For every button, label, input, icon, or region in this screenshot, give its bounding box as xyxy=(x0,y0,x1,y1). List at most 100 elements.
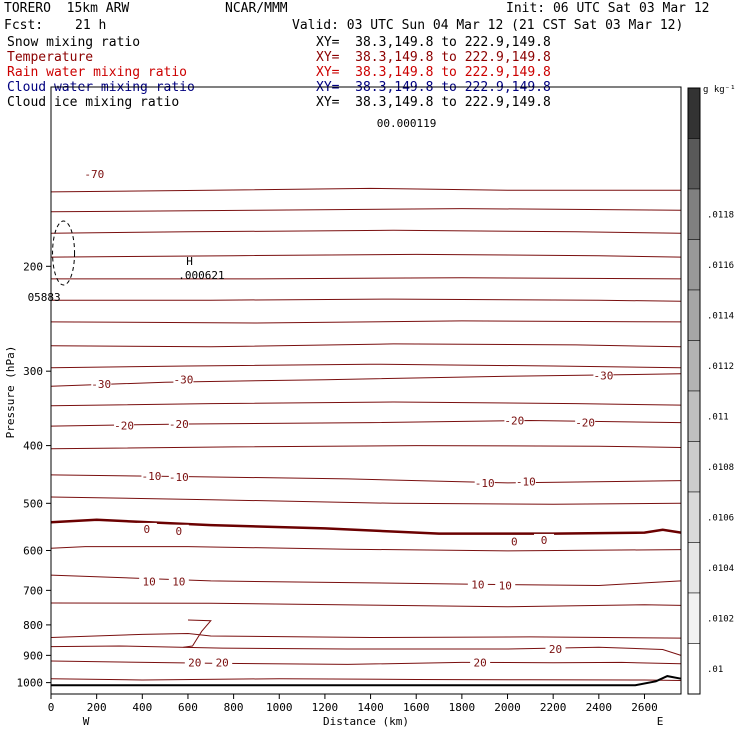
contour-label: -10 xyxy=(141,470,161,483)
y-tick-label: 600 xyxy=(23,544,43,557)
isotherm-line xyxy=(50,253,682,258)
temperature-contours xyxy=(50,187,682,681)
contour-labels: -70-30 -30 -30-20 -20 -20 -20-10 -10 -10 -100 00 0… xyxy=(28,117,614,670)
colorbar-tick-label: .0102 xyxy=(707,614,734,624)
extremum-mark: H xyxy=(186,255,193,268)
colorbar-swatch xyxy=(687,138,701,190)
colorbar-swatch xyxy=(687,87,701,139)
x-tick-label: 1200 xyxy=(312,701,339,714)
contour-label: -30 xyxy=(593,369,613,382)
colorbar-tick-label: .0118 xyxy=(707,210,734,220)
isotherm-line xyxy=(50,660,682,665)
colorbar-tick-label: .0112 xyxy=(707,362,734,372)
model-title: TORERO 15km ARW xyxy=(4,1,130,16)
forecast-hour: 21 h xyxy=(75,18,107,33)
isotherm-line xyxy=(50,320,682,324)
valid-time: Valid: 03 UTC Sun 04 Mar 12 (21 CST Sat … xyxy=(292,18,684,33)
contour-label: -20 xyxy=(575,417,595,430)
contour-label: 20 xyxy=(474,656,487,669)
x-tick-label: 2000 xyxy=(494,701,521,714)
x-tick-label: 2600 xyxy=(631,701,658,714)
contour-label-bg xyxy=(173,373,194,385)
contour-label: -30 xyxy=(91,378,111,391)
field-xy-rain: XY= 38.3,149.8 to 222.9,149.8 xyxy=(316,65,551,80)
plot-frame xyxy=(50,86,682,695)
contour-label-bg xyxy=(495,579,516,591)
field-name-rain: Rain water mixing ratio xyxy=(7,65,188,80)
contour-label: -20 xyxy=(169,418,189,431)
field-xy-cloud-ice: XY= 38.3,149.8 to 222.9,149.8 xyxy=(316,95,551,110)
extremum-value: 00.000119 xyxy=(377,117,437,130)
isotherm-line xyxy=(50,445,682,450)
field-xy-snow: XY= 38.3,149.8 to 222.9,149.8 xyxy=(316,35,551,50)
colorbar-swatch xyxy=(687,340,701,392)
colorbar-swatch xyxy=(687,542,701,594)
x-tick-label: 2200 xyxy=(540,701,567,714)
contour-label: 10 xyxy=(471,578,484,591)
contour-label: -10 xyxy=(516,476,536,489)
contour-label-bg xyxy=(467,578,488,590)
contour-label-bg xyxy=(114,419,135,431)
y-tick-label: 700 xyxy=(23,584,43,597)
colorbar-unit: g kg⁻¹ xyxy=(703,85,736,95)
isotherm-line xyxy=(50,187,681,193)
y-axis-label: Pressure (hPa) xyxy=(4,346,17,439)
init-time: Init: 06 UTC Sat 03 Mar 12 xyxy=(506,1,710,16)
y-tick-label: 300 xyxy=(23,365,43,378)
contour-label-bg xyxy=(84,168,105,180)
colorbar-frame xyxy=(687,87,701,695)
east-end-label: E xyxy=(657,715,664,728)
contour-label: 20 xyxy=(188,656,201,669)
y-tick-label: 900 xyxy=(23,649,43,662)
terrain-surface xyxy=(51,675,682,687)
isotherm-line xyxy=(51,298,682,302)
west-end-label: W xyxy=(83,715,90,728)
y-tick-label: 400 xyxy=(23,440,43,453)
colorbar-tick-label: .0106 xyxy=(707,513,734,523)
colorbar-swatch xyxy=(687,643,701,695)
contour-label-bg xyxy=(212,656,233,668)
field-name-cloud-water: Cloud water mixing ratio xyxy=(7,80,195,95)
contour-label-bg xyxy=(593,369,614,381)
x-tick-label: 200 xyxy=(87,701,107,714)
freezing-isotherm xyxy=(50,518,682,535)
colorbar-swatch xyxy=(687,441,701,493)
extremum-value: 05883 xyxy=(28,291,61,304)
x-tick-label: 800 xyxy=(224,701,244,714)
isotherm-line xyxy=(50,678,682,681)
x-axis-label: Distance (km) xyxy=(323,715,409,728)
colorbar-tick-label: .0108 xyxy=(707,463,734,473)
contour-label-bg xyxy=(545,642,566,654)
contour-label: 20 xyxy=(216,657,229,670)
contour-label-bg xyxy=(575,416,596,428)
field-xy-temperature: XY= 38.3,149.8 to 222.9,149.8 xyxy=(316,50,551,65)
contour-label: -20 xyxy=(114,419,134,432)
contour-label-bg xyxy=(504,535,525,547)
contour-label-bg xyxy=(168,471,189,483)
contour-label: 20 xyxy=(549,643,562,656)
contour-label: -20 xyxy=(504,414,524,427)
x-tick-label: 1400 xyxy=(357,701,384,714)
x-tick-label: 400 xyxy=(132,701,152,714)
isotherm-line xyxy=(50,602,682,608)
isotherm-line xyxy=(50,401,682,407)
contour-label: 10 xyxy=(499,580,512,593)
isotherm-line xyxy=(50,546,682,552)
contour-label-bg xyxy=(139,575,160,587)
isotherm-line xyxy=(51,277,682,280)
contour-label-bg xyxy=(184,656,205,668)
colorbar-swatch xyxy=(687,188,701,240)
contour-label-bg xyxy=(168,524,189,536)
field-name-snow: Snow mixing ratio xyxy=(7,35,141,50)
isotherm-line xyxy=(50,645,682,656)
x-tick-label: 1600 xyxy=(403,701,430,714)
contour-label: -10 xyxy=(475,477,495,490)
isotherm-line xyxy=(50,496,682,505)
contour-label-bg xyxy=(470,656,491,668)
y-tick-label: 500 xyxy=(23,497,43,510)
contour-label: 0 xyxy=(144,523,151,536)
contour-label: -10 xyxy=(169,471,189,484)
contour-label-bg xyxy=(91,377,112,389)
center-title: NCAR/MMM xyxy=(225,1,288,16)
